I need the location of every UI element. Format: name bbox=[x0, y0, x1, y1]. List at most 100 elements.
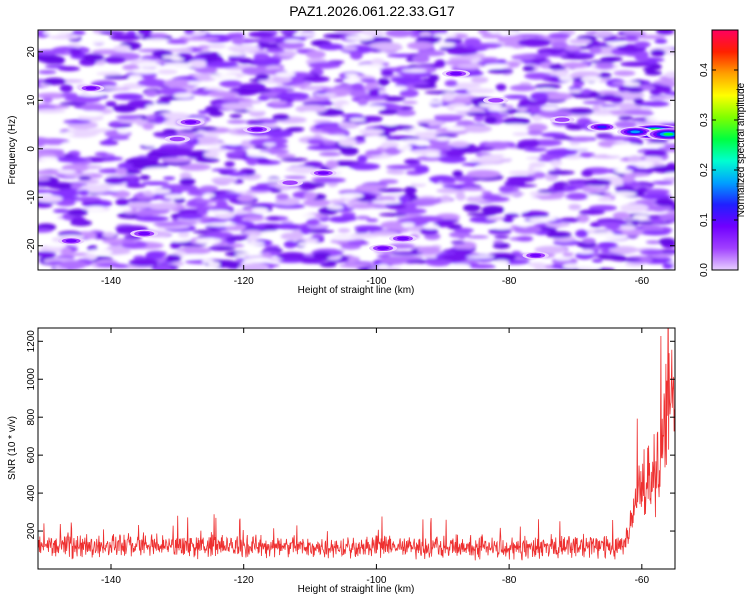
spectrogram-cell bbox=[357, 97, 368, 107]
spectrogram-cell bbox=[103, 75, 131, 80]
spectrogram-cell bbox=[466, 212, 496, 217]
spectrogram-cell bbox=[546, 148, 578, 156]
spectrogram-cell bbox=[221, 102, 252, 110]
spectrogram-cell bbox=[56, 156, 88, 163]
spectrogram-cell bbox=[595, 30, 614, 37]
spectrogram-cell bbox=[355, 215, 371, 220]
spectrogram-cell bbox=[51, 190, 80, 197]
spectrogram-cell bbox=[412, 198, 442, 205]
spectrogram-cell bbox=[517, 139, 540, 148]
spectrogram-cell bbox=[614, 185, 634, 190]
spectrogram-gap bbox=[422, 223, 439, 230]
spectrogram-cell bbox=[275, 193, 290, 201]
spectrogram-cell bbox=[627, 87, 644, 94]
spectrogram-cell bbox=[276, 153, 296, 159]
spectrogram-cell bbox=[340, 146, 359, 156]
spectrogram-cell bbox=[123, 175, 139, 179]
snr-y-tick-label: 200 bbox=[26, 522, 37, 539]
spectrogram-cell bbox=[105, 101, 117, 107]
spectrogram-cell bbox=[231, 37, 245, 45]
spectrogram-gap bbox=[136, 62, 162, 68]
spectrogram-cell bbox=[185, 37, 220, 41]
spectrogram-gap bbox=[195, 238, 222, 244]
spectrogram-gap bbox=[206, 222, 237, 227]
spectrogram-cell bbox=[442, 184, 469, 189]
spectrogram-cell bbox=[418, 122, 430, 127]
spectrogram-gap bbox=[371, 200, 402, 205]
spectrogram-cell bbox=[572, 80, 585, 87]
spectrogram-cell bbox=[135, 210, 154, 217]
spectrogram-cell bbox=[155, 99, 171, 106]
spectrogram-cell bbox=[280, 157, 308, 162]
spectrogram-gap bbox=[78, 91, 105, 97]
spectrogram-cell bbox=[502, 216, 514, 223]
spectrogram-gap bbox=[365, 135, 388, 141]
spectrogram-cell bbox=[620, 224, 636, 231]
spectrogram-cell bbox=[42, 77, 67, 86]
spectrogram-cell bbox=[385, 30, 414, 38]
spectrogram-cell bbox=[199, 185, 219, 192]
spectrogram-cell bbox=[404, 158, 419, 165]
spectrogram-gap bbox=[52, 132, 75, 136]
spectrogram-cell bbox=[178, 163, 211, 171]
spectrogram-cell bbox=[549, 159, 563, 167]
spectrogram-gap bbox=[401, 69, 428, 73]
spectrogram-gap bbox=[227, 140, 241, 146]
spectrogram-cell bbox=[645, 240, 662, 245]
spectrogram-x-axis-label: Height of straight line (km) bbox=[298, 285, 415, 296]
spectrogram-cell bbox=[137, 79, 169, 87]
spectrogram-cell bbox=[295, 104, 328, 114]
spectrogram-gap bbox=[263, 142, 277, 146]
spectrogram-cell bbox=[69, 96, 101, 104]
spectrogram-cell bbox=[237, 88, 269, 94]
spectrogram-cell bbox=[255, 73, 270, 81]
spectrogram-cell bbox=[649, 89, 662, 95]
spectrogram-cell bbox=[568, 203, 582, 211]
spectrogram-cell bbox=[248, 31, 275, 38]
spectrogram-gap bbox=[491, 224, 512, 230]
spectrogram-cell bbox=[417, 36, 443, 40]
spectrogram-cell bbox=[225, 151, 246, 157]
spectrogram-gap bbox=[396, 144, 413, 151]
spectrogram-gap bbox=[632, 214, 649, 220]
spectrogram-cell bbox=[270, 86, 290, 93]
spectrogram-cell bbox=[354, 225, 384, 232]
spectrogram-y-tick-label: 10 bbox=[26, 94, 37, 106]
spectrogram-cell bbox=[44, 64, 67, 69]
spectrogram-cell bbox=[305, 50, 326, 59]
spectrogram-gap bbox=[425, 153, 441, 158]
spectrogram-cell bbox=[579, 90, 591, 95]
spectrogram-gap bbox=[143, 167, 174, 172]
spectrogram-cell bbox=[620, 61, 651, 67]
spectrogram-cell bbox=[524, 72, 553, 80]
spectrogram-cell bbox=[562, 252, 575, 257]
spectrogram-cell bbox=[350, 51, 363, 60]
spectrogram-gap bbox=[580, 76, 603, 83]
spectrogram-cell bbox=[302, 75, 330, 83]
spectrogram-cell bbox=[203, 231, 233, 239]
spectrogram-cell bbox=[639, 249, 664, 256]
spectrogram-cell bbox=[264, 245, 280, 249]
spectrogram-cell bbox=[566, 192, 589, 201]
spectrogram-cell bbox=[386, 135, 420, 141]
spectrogram-gap bbox=[38, 156, 59, 162]
spectrogram-cell bbox=[481, 33, 503, 39]
spectrogram-frame bbox=[37, 29, 676, 271]
spectrogram-cell bbox=[70, 183, 83, 190]
spectrogram-cell bbox=[211, 168, 238, 172]
spectrogram-gap bbox=[45, 242, 67, 248]
spectrogram-cell bbox=[481, 205, 505, 215]
spectrogram-cell bbox=[619, 203, 649, 213]
spectrogram-gap bbox=[182, 253, 208, 259]
spectrogram-gap bbox=[293, 32, 319, 36]
spectrogram-cell bbox=[633, 51, 649, 60]
colorbar-tick-label: 0.2 bbox=[699, 163, 710, 177]
spectrogram-cell bbox=[473, 115, 485, 122]
spectrogram-feature bbox=[85, 86, 97, 90]
spectrogram-cell bbox=[177, 213, 203, 220]
spectrogram-y-tick-label: -10 bbox=[26, 190, 37, 205]
spectrogram-gap bbox=[387, 85, 408, 91]
spectrogram-cell bbox=[466, 169, 501, 178]
spectrogram-cell bbox=[442, 92, 456, 101]
spectrogram-gap bbox=[243, 257, 272, 264]
